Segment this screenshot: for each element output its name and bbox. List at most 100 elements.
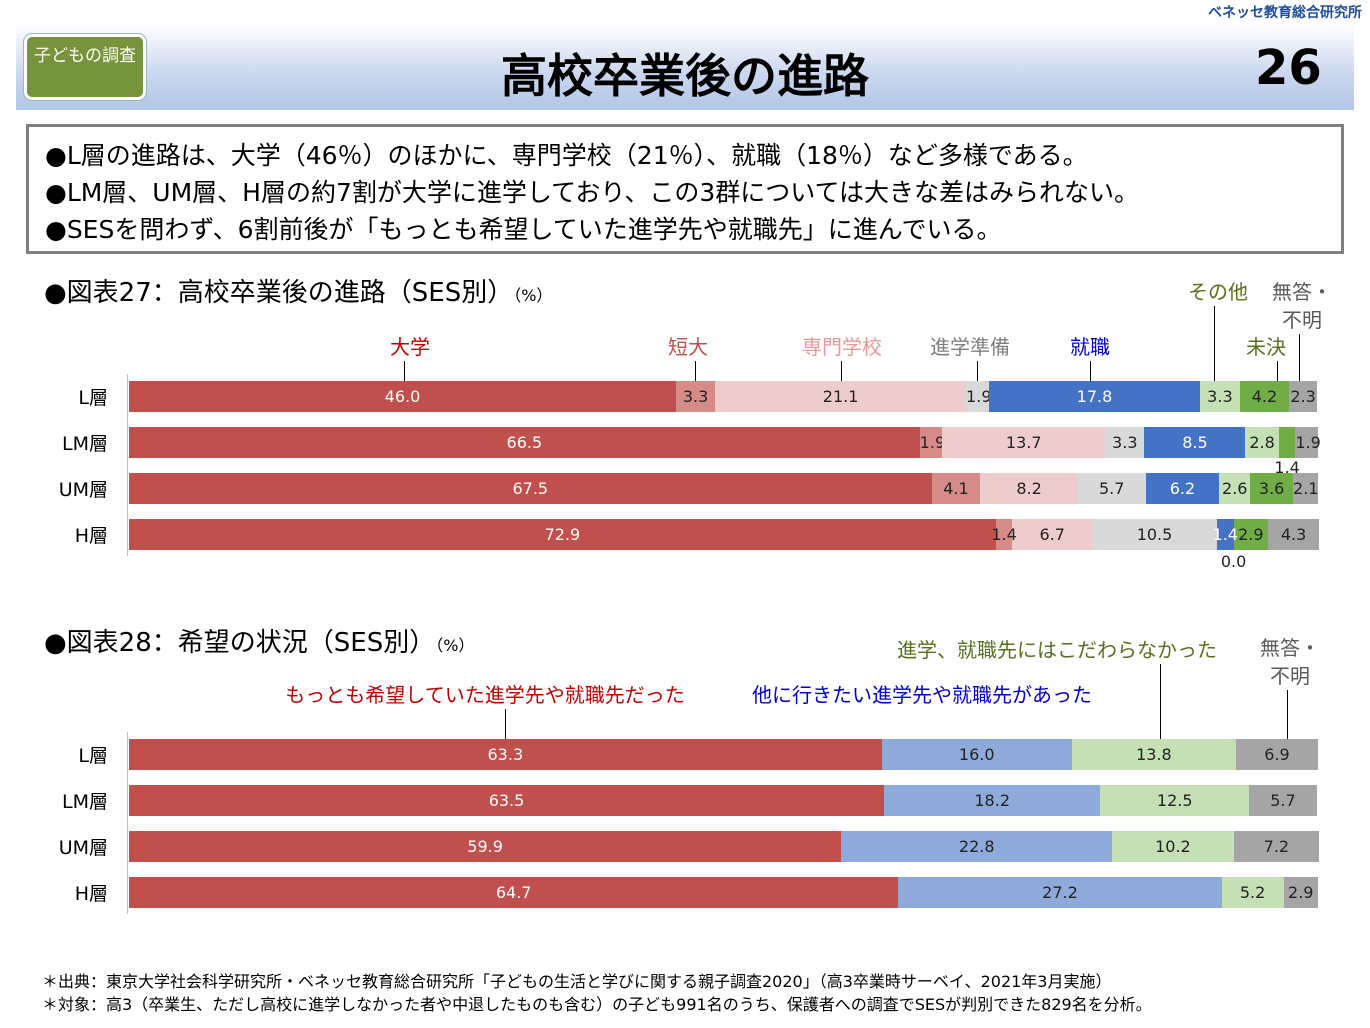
bar-segment: 5.2: [1221, 877, 1284, 908]
legend-label: 他に行きたい進学先や就職先があった: [752, 683, 1092, 707]
row-label: LM層: [62, 433, 108, 455]
bar-segment: 17.8: [988, 381, 1201, 412]
bar-segment: 4.2: [1239, 381, 1290, 412]
bar-segment: 22.8: [841, 831, 1113, 862]
bar-segment: 66.5: [129, 427, 920, 458]
legend-label: 専門学校: [802, 335, 882, 359]
bar-segment: 0.0: [1220, 552, 1247, 571]
bar-segment-fill: [1278, 427, 1296, 458]
bar-segment: 2.9: [1233, 519, 1269, 550]
axis-line: [127, 732, 128, 914]
bar-segment: 63.5: [129, 785, 884, 816]
bar-segment: 3.3: [675, 381, 716, 412]
row-label: H層: [74, 883, 108, 905]
axis-line: [127, 374, 128, 556]
bar-segment: 10.2: [1112, 831, 1234, 862]
legend-label: もっとも希望していた進学先や就職先だった: [285, 683, 685, 707]
bar-segment: 5.7: [1249, 785, 1317, 816]
bar-segment: 6.7: [1012, 519, 1093, 550]
bar-segment: 2.9: [1283, 877, 1318, 908]
bar-segment: 64.7: [129, 877, 899, 908]
bar-segment-fill: [995, 519, 1013, 550]
bar-segment: 18.2: [884, 785, 1101, 816]
summary-line: ●LM層、UM層、H層の約7割が大学に進学しており、この3群については大きな差は…: [45, 178, 1140, 207]
bar-segment: 1.4: [1212, 525, 1238, 544]
bar-segment: 46.0: [129, 381, 676, 412]
bar-segment: 6.2: [1145, 473, 1220, 504]
legend-leader-line: [1090, 361, 1091, 381]
bar-segment: 3.6: [1250, 473, 1294, 504]
bar-segment: 5.7: [1077, 473, 1146, 504]
bar-segment: 72.9: [129, 519, 996, 550]
legend-leader-line: [1299, 334, 1300, 381]
bar-segment: 8.5: [1144, 427, 1246, 458]
legend-label: その他: [1188, 280, 1248, 304]
bar-segment: 1.9: [966, 381, 992, 412]
bar-segment: 3.3: [1105, 427, 1145, 458]
legend-leader-line: [695, 361, 696, 381]
page-title: 高校卒業後の進路: [501, 49, 869, 103]
bar-segment: 10.5: [1092, 519, 1217, 550]
row-label: L層: [78, 387, 108, 409]
bar-segment: 27.2: [898, 877, 1222, 908]
page-number: 26: [1255, 40, 1322, 96]
chart-unit: （%）: [435, 636, 475, 655]
legend-label: 無答・ 不明: [1260, 636, 1320, 688]
row-label: UM層: [58, 837, 108, 859]
bar-segment: 63.3: [129, 739, 882, 770]
bar-segment: 2.8: [1245, 427, 1279, 458]
legend-label: 就職: [1070, 335, 1110, 359]
bar-segment: 1.9: [1295, 427, 1321, 458]
header-banner: [16, 24, 1354, 110]
bar-segment: 67.5: [129, 473, 932, 504]
summary-box: ●L層の進路は、大学（46％）のほかに、専門学校（21％）、就職（18％）など多…: [26, 124, 1344, 254]
bar-segment: 13.8: [1071, 739, 1236, 770]
legend-label: 進学、就職先にはこだわらなかった: [897, 638, 1217, 662]
chart28-title: ●図表28：希望の状況（SES別）（%）: [44, 622, 474, 659]
summary-line: ●SESを問わず、6割前後が「もっとも希望していた進学先や就職先」に進んでいる。: [45, 215, 1002, 244]
legend-leader-line: [1287, 690, 1288, 739]
legend-label: 無答・ 不明: [1272, 280, 1332, 332]
bar-segment: 1.4: [991, 525, 1017, 544]
summary-line: ●L層の進路は、大学（46％）のほかに、専門学校（21％）、就職（18％）など多…: [45, 141, 1088, 170]
org-name: ベネッセ教育総合研究所: [1208, 5, 1362, 21]
legend-label: 大学: [390, 335, 430, 359]
bar-segment: 12.5: [1100, 785, 1250, 816]
bar-segment: 1.9: [919, 427, 945, 458]
row-label: L層: [78, 745, 108, 767]
legend-leader-line: [505, 709, 506, 739]
row-label: LM層: [62, 791, 108, 813]
legend-leader-line: [977, 361, 978, 381]
category-badge: 子どもの調査: [23, 33, 147, 101]
legend-label: 未決: [1246, 335, 1286, 359]
bar-segment: 4.3: [1268, 519, 1320, 550]
legend-leader-line: [841, 361, 842, 381]
bar-segment: 59.9: [129, 831, 842, 862]
legend-leader-line: [1277, 361, 1278, 381]
target-note: ＊対象：高3（卒業生、ただし高校に進学しなかった者や中退したものも含む）の子ども…: [42, 995, 1152, 1014]
bar-segment: 16.0: [881, 739, 1072, 770]
bar-segment: 8.2: [980, 473, 1078, 504]
legend-leader-line: [404, 361, 405, 381]
row-label: H層: [74, 525, 108, 547]
legend-label: 進学準備: [930, 335, 1010, 359]
bar-segment: 1.4: [1274, 458, 1300, 477]
bar-segment: 6.9: [1235, 739, 1318, 770]
chart-title: ●図表27：高校卒業後の進路（SES別）: [44, 278, 514, 308]
bar-segment: 2.1: [1293, 473, 1318, 504]
bar-segment: 21.1: [715, 381, 967, 412]
chart-unit: （%）: [513, 286, 553, 305]
bar-segment: 7.2: [1233, 831, 1320, 862]
source-note: ＊出典：東京大学社会科学研究所・ベネッセ教育総合研究所「子どもの生活と学びに関す…: [42, 972, 1112, 991]
legend-leader-line: [1214, 306, 1215, 381]
bar-segment: 3.3: [1200, 381, 1240, 412]
bar-segment-fill: [1216, 519, 1234, 550]
chart27-title: ●図表27：高校卒業後の進路（SES別）（%）: [44, 272, 552, 309]
bar-segment: 4.1: [931, 473, 981, 504]
row-label: UM層: [58, 479, 108, 501]
footnotes: ＊出典：東京大学社会科学研究所・ベネッセ教育総合研究所「子どもの生活と学びに関す…: [42, 970, 1152, 1016]
legend-label: 短大: [668, 335, 708, 359]
bar-segment: 2.6: [1219, 473, 1251, 504]
bar-segment: 13.7: [942, 427, 1106, 458]
legend-leader-line: [1160, 664, 1161, 739]
